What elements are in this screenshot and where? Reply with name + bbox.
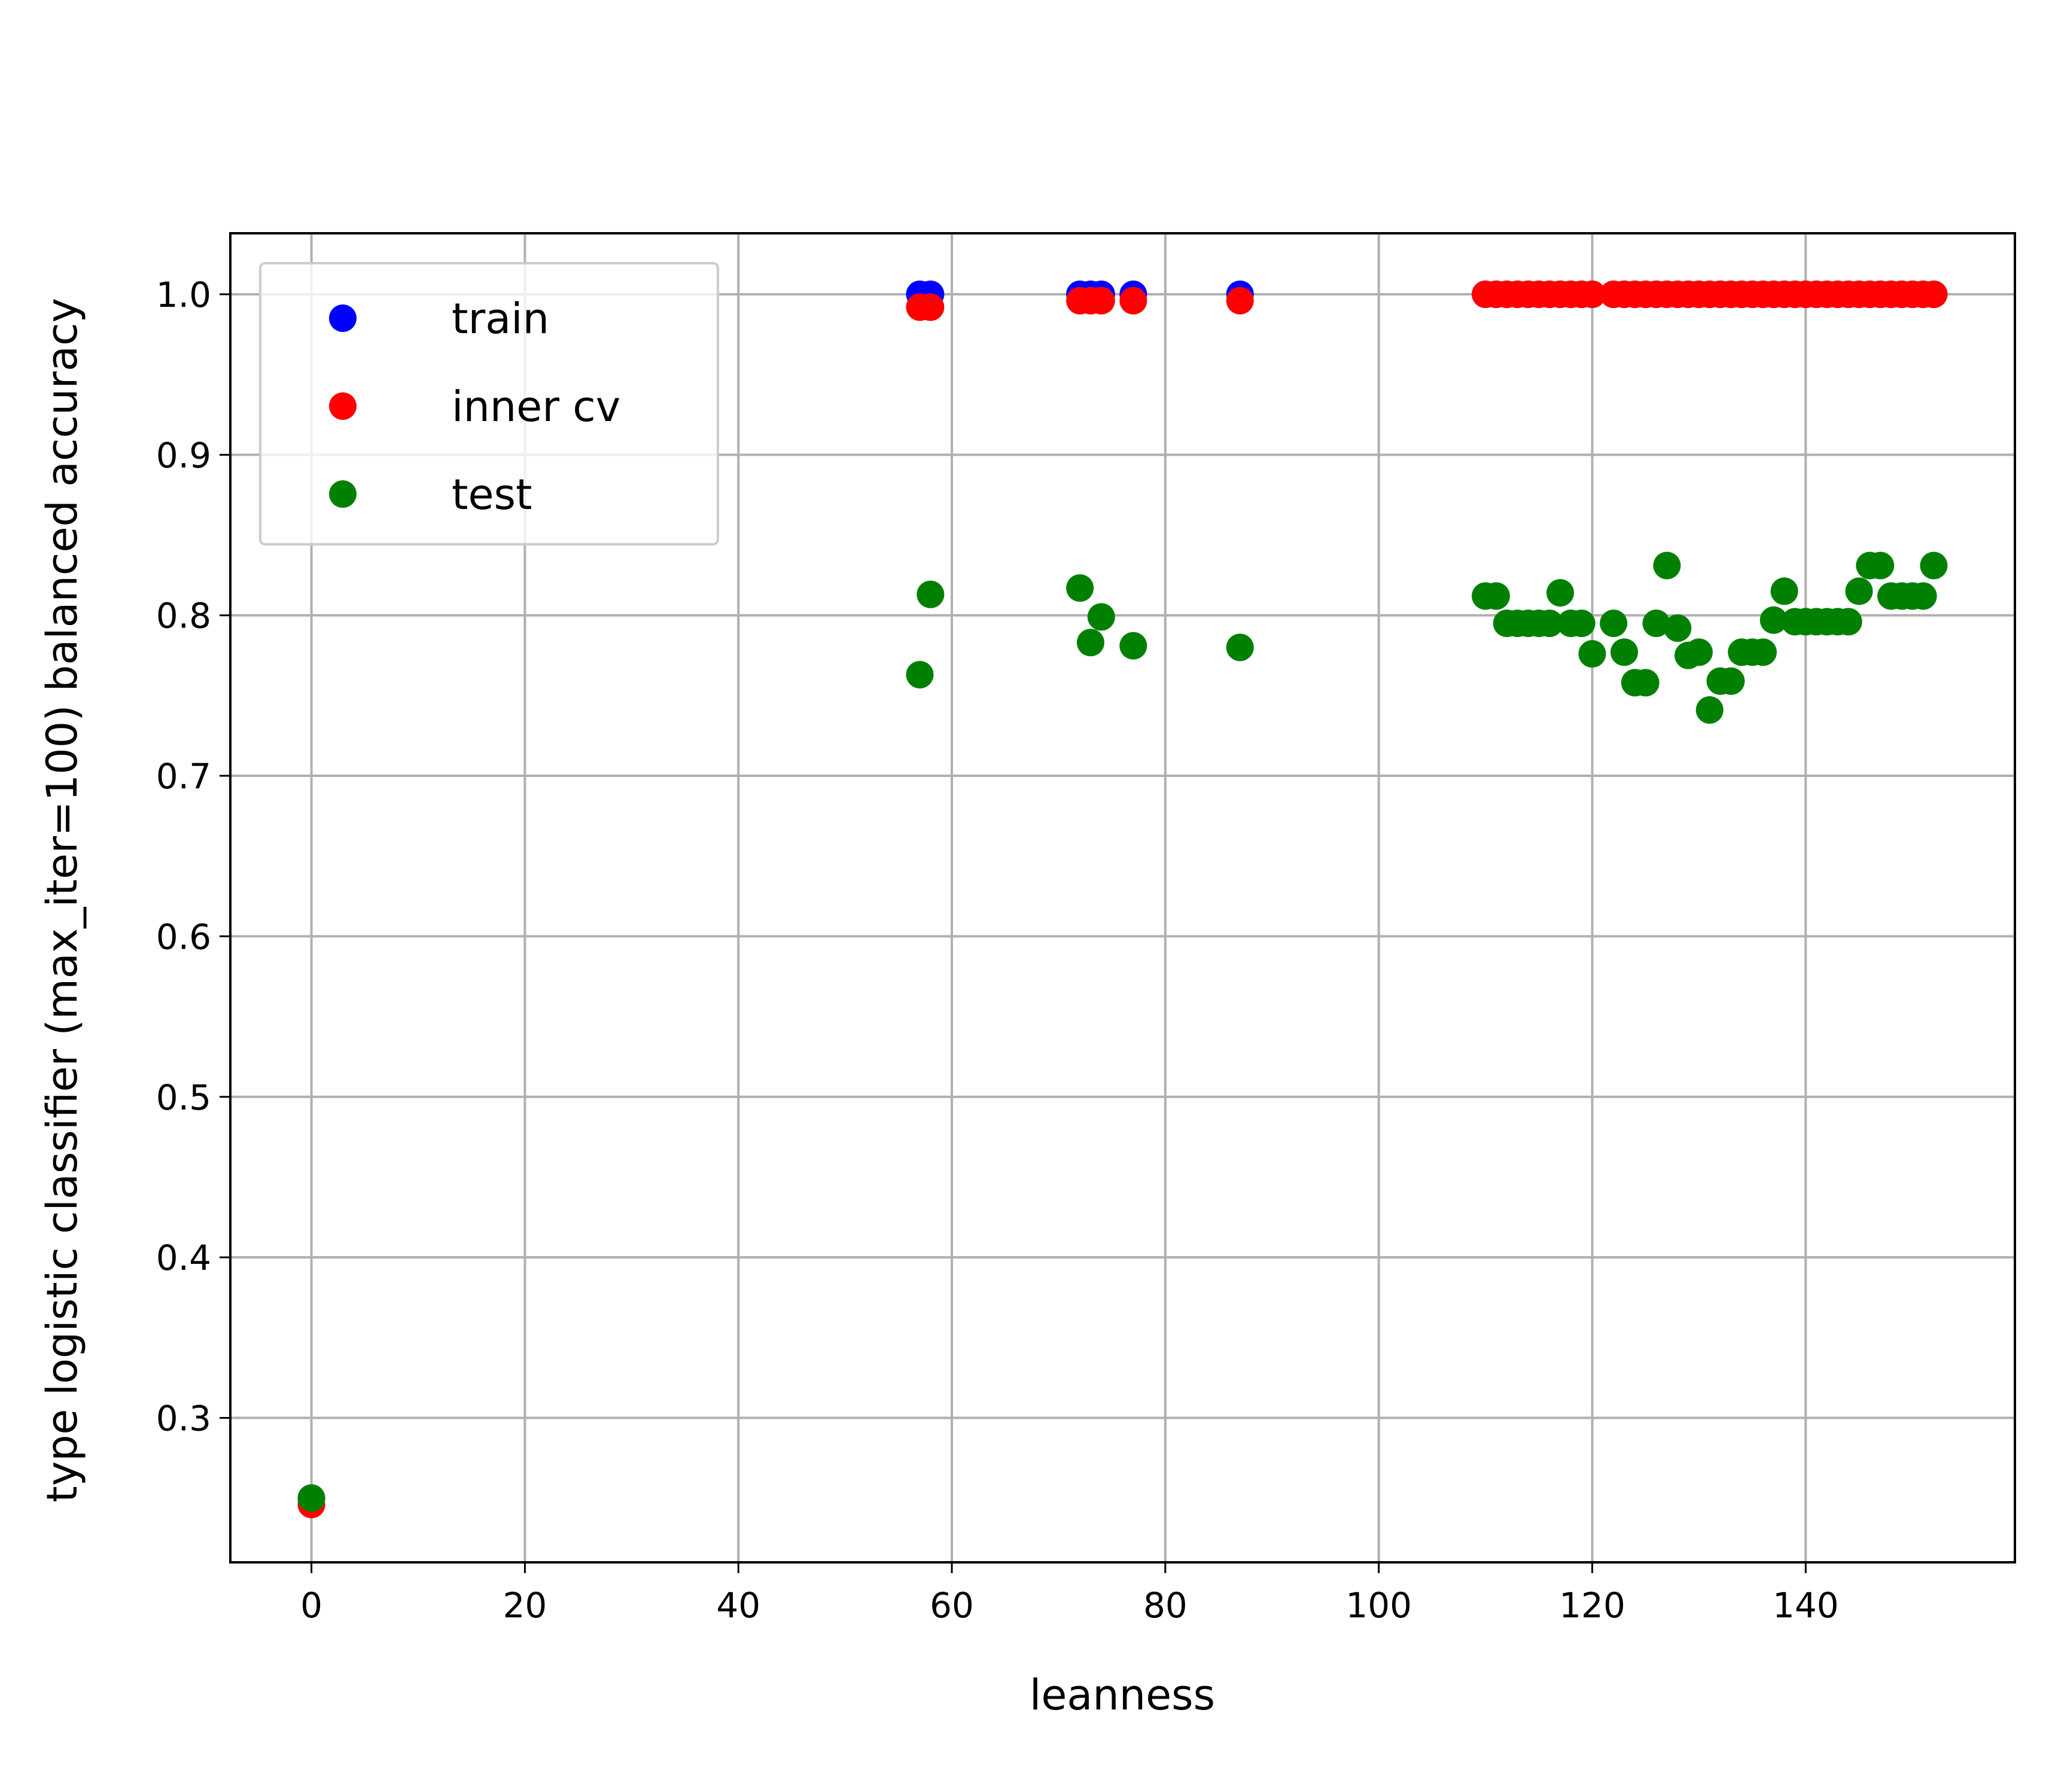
point-inner-cv — [1920, 280, 1948, 308]
y-tick-label: 0.4 — [156, 1238, 211, 1278]
point-test — [1695, 696, 1724, 724]
y-tick-label: 0.3 — [156, 1398, 211, 1439]
point-test — [1834, 608, 1862, 636]
point-test — [1770, 577, 1798, 605]
point-inner-cv — [1119, 287, 1147, 315]
point-inner-cv — [1087, 287, 1115, 315]
point-test — [1076, 629, 1104, 657]
point-test — [297, 1484, 325, 1512]
legend-marker — [329, 304, 357, 332]
x-axis-label: leanness — [1030, 1671, 1215, 1720]
point-test — [1546, 579, 1574, 607]
point-test — [1087, 603, 1115, 631]
point-test — [1631, 669, 1660, 697]
x-tick-label: 0 — [300, 1585, 322, 1626]
axis-ticks: 0 20 40 60 80 100 120 140 0.3 0.4 0.5 0.6 0.7 0.8 0.9 1… — [156, 275, 1839, 1626]
plot-frame — [229, 232, 2016, 1564]
point-test — [1642, 609, 1670, 638]
point-test — [1610, 638, 1639, 666]
legend-marker — [329, 392, 357, 420]
y-tick-label: 0.5 — [156, 1077, 211, 1118]
point-test — [917, 580, 945, 608]
point-inner-cv — [917, 293, 945, 321]
grid — [230, 233, 2015, 1562]
point-test — [1664, 614, 1692, 642]
x-tick-label: 140 — [1773, 1585, 1839, 1626]
point-test — [906, 660, 934, 688]
y-axis-label: type logistic classifier (max_iter=100) … — [38, 298, 87, 1503]
legend-label: test — [452, 470, 532, 519]
x-tick-label: 120 — [1559, 1585, 1625, 1626]
x-tick-label: 100 — [1345, 1585, 1412, 1626]
point-test — [1567, 609, 1596, 638]
point-test — [1717, 667, 1745, 695]
legend-marker — [329, 480, 357, 508]
point-inner-cv — [1226, 287, 1254, 315]
point-test — [1909, 582, 1937, 610]
point-test — [1920, 551, 1948, 580]
point-test — [1600, 609, 1628, 638]
x-tick-label: 80 — [1143, 1585, 1188, 1626]
legend: train inner cv test — [259, 262, 719, 545]
y-tick-label: 0.6 — [156, 916, 211, 957]
x-tick-label: 60 — [930, 1585, 974, 1626]
point-test — [1119, 632, 1147, 660]
point-test — [1653, 551, 1681, 580]
point-inner-cv — [1578, 280, 1606, 308]
point-test — [1066, 574, 1094, 602]
legend-label: inner cv — [452, 382, 620, 431]
point-test — [1749, 638, 1777, 666]
y-tick-label: 0.7 — [156, 756, 211, 797]
y-tick-label: 1.0 — [156, 275, 211, 315]
y-tick-label: 0.8 — [156, 596, 211, 636]
point-test — [1226, 633, 1254, 662]
point-test — [1845, 577, 1873, 605]
data-points — [297, 280, 1948, 1519]
legend-box — [259, 262, 719, 545]
y-tick-label: 0.9 — [156, 435, 211, 476]
point-test — [1578, 640, 1606, 668]
point-test — [1685, 638, 1713, 666]
x-tick-label: 40 — [716, 1585, 760, 1626]
point-test — [1482, 582, 1510, 610]
series-test — [297, 551, 1948, 1512]
x-tick-label: 20 — [503, 1585, 547, 1626]
point-test — [1536, 609, 1564, 638]
point-test — [1867, 551, 1895, 580]
point-test — [1759, 606, 1788, 634]
legend-label: train — [452, 294, 549, 343]
